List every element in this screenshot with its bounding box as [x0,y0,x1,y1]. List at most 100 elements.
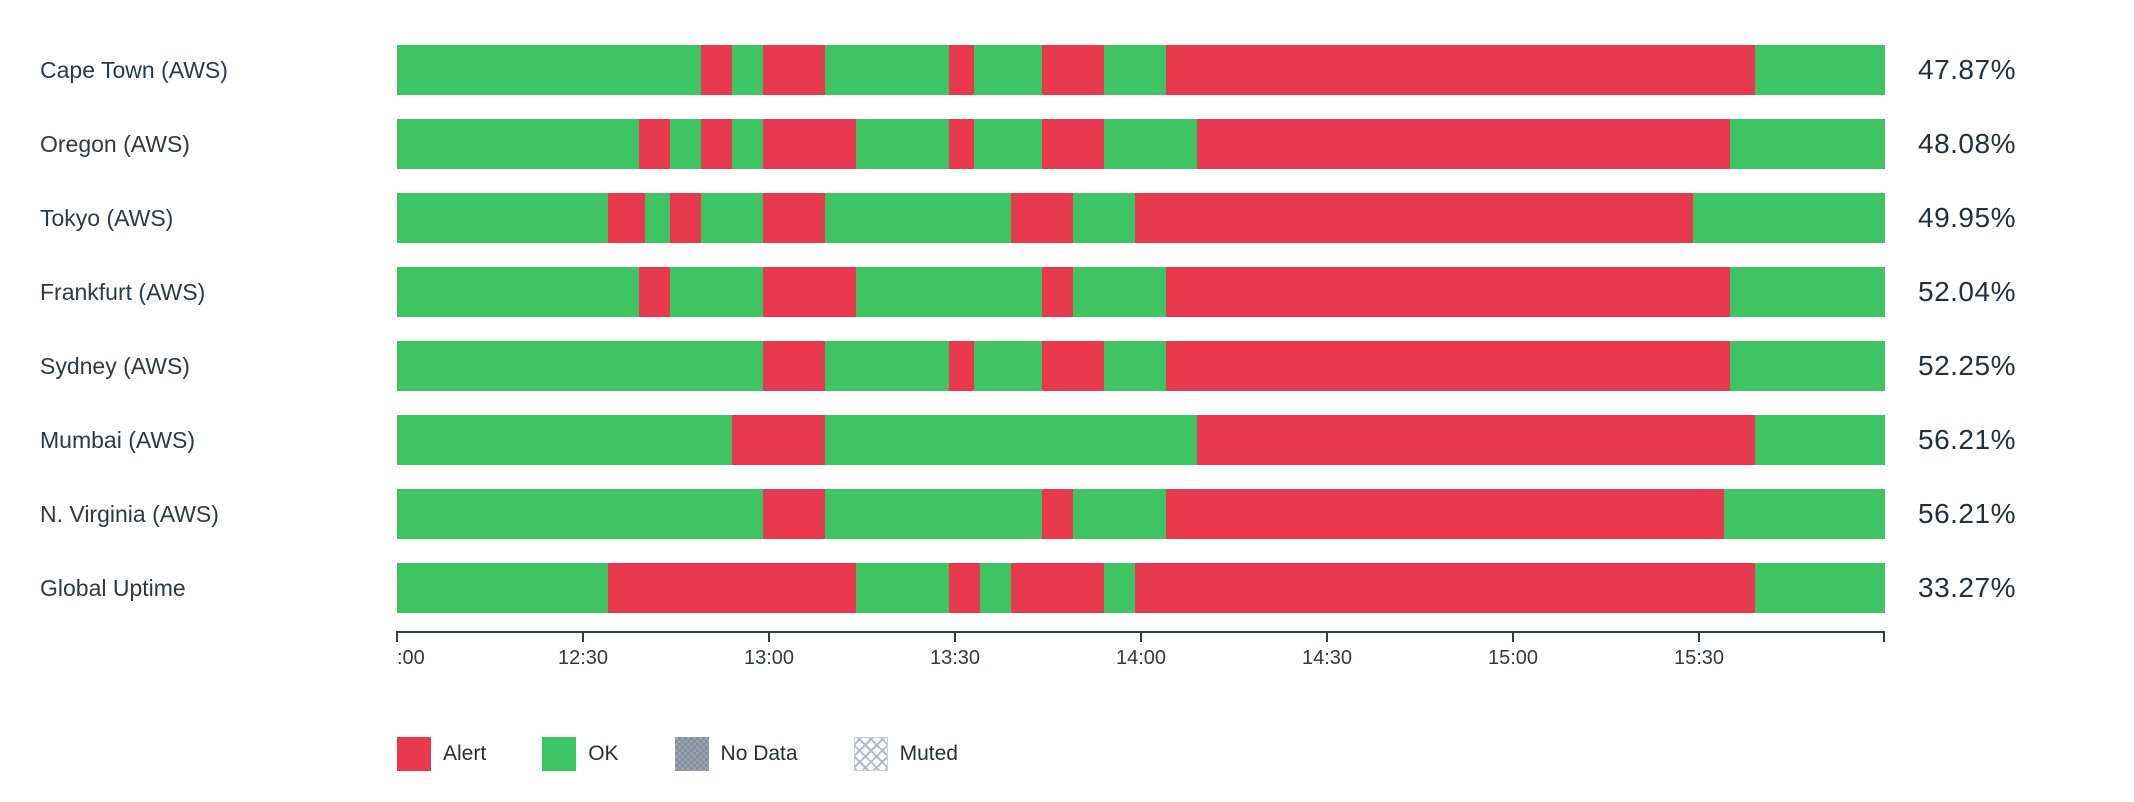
status-bar[interactable] [397,193,1885,243]
status-segment-ok[interactable] [1754,563,1885,613]
status-segment-alert[interactable] [1010,193,1073,243]
status-segment-alert[interactable] [948,563,980,613]
row-label: N. Virginia (AWS) [40,500,219,527]
status-segment-alert[interactable] [1165,267,1730,317]
status-segment-ok[interactable] [731,119,763,169]
status-segment-alert[interactable] [1196,119,1730,169]
status-segment-ok[interactable] [1692,193,1885,243]
status-segment-alert[interactable] [1010,563,1104,613]
legend-item-no_data[interactable]: No Data [674,737,798,771]
status-segment-alert[interactable] [762,341,825,391]
status-segment-ok[interactable] [1730,341,1885,391]
axis-tick-label: 15:00 [1487,647,1539,669]
status-segment-ok[interactable] [1730,267,1885,317]
uptime-percentage: 47.87% [1918,54,2016,85]
status-segment-ok[interactable] [1103,119,1197,169]
uptime-percentage: 52.04% [1918,276,2016,307]
status-segment-ok[interactable] [1103,45,1166,95]
status-bar[interactable] [397,119,1885,169]
status-segment-ok[interactable] [1730,119,1885,169]
status-segment-alert[interactable] [762,489,825,539]
status-segment-alert[interactable] [762,193,825,243]
status-segment-ok[interactable] [397,193,608,243]
status-bar[interactable] [397,45,1885,95]
legend-label: OK [588,742,619,765]
status-segment-ok[interactable] [1103,563,1135,613]
status-segment-alert[interactable] [1134,193,1693,243]
status-segment-alert[interactable] [669,193,701,243]
legend-item-alert[interactable]: Alert [397,737,486,771]
status-segment-alert[interactable] [762,45,825,95]
status-segment-ok[interactable] [1072,193,1135,243]
status-segment-ok[interactable] [824,341,949,391]
status-segment-alert[interactable] [948,45,974,95]
status-segment-alert[interactable] [1041,267,1073,317]
uptime-percentage: 56.21% [1918,424,2016,455]
axis-tick-label: 12:30 [557,647,609,669]
status-segment-alert[interactable] [1041,119,1104,169]
status-segment-ok[interactable] [824,45,949,95]
status-segment-ok[interactable] [824,193,1011,243]
status-segment-alert[interactable] [638,119,670,169]
axis-tick [1883,631,1885,642]
status-segment-ok[interactable] [397,45,701,95]
status-segment-ok[interactable] [645,193,670,243]
status-segment-ok[interactable] [397,341,763,391]
axis-tick [1140,631,1142,642]
status-segment-ok[interactable] [669,119,701,169]
status-segment-ok[interactable] [397,489,763,539]
status-bar[interactable] [397,341,1885,391]
status-segment-ok[interactable] [824,415,1197,465]
status-segment-ok[interactable] [731,45,763,95]
status-bar[interactable] [397,415,1885,465]
status-segment-ok[interactable] [855,267,1042,317]
status-segment-alert[interactable] [700,45,732,95]
status-segment-alert[interactable] [1165,489,1724,539]
status-segment-alert[interactable] [607,563,856,613]
status-bar[interactable] [397,489,1885,539]
status-segment-alert[interactable] [762,119,856,169]
axis-tick [582,631,584,642]
status-segment-ok[interactable] [397,119,639,169]
status-segment-ok[interactable] [1072,489,1166,539]
status-segment-alert[interactable] [1165,45,1755,95]
status-segment-ok[interactable] [700,193,763,243]
status-segment-alert[interactable] [1196,415,1755,465]
status-segment-alert[interactable] [1134,563,1755,613]
axis-tick [954,631,956,642]
status-segment-ok[interactable] [855,563,949,613]
status-segment-ok[interactable] [1754,45,1885,95]
status-bar[interactable] [397,563,1885,613]
status-segment-ok[interactable] [1072,267,1166,317]
status-segment-alert[interactable] [1041,341,1104,391]
status-segment-alert[interactable] [1041,489,1073,539]
legend-swatch-muted [853,737,888,771]
row-label: Frankfurt (AWS) [40,278,206,305]
status-bar[interactable] [397,267,1885,317]
status-segment-ok[interactable] [397,415,732,465]
status-segment-ok[interactable] [669,267,763,317]
status-segment-ok[interactable] [973,45,1042,95]
status-segment-ok[interactable] [397,563,608,613]
status-segment-ok[interactable] [397,267,639,317]
axis-tick-label: 14:00 [1115,647,1167,669]
status-segment-alert[interactable] [1165,341,1730,391]
status-segment-ok[interactable] [1103,341,1166,391]
status-segment-ok[interactable] [824,489,1042,539]
status-segment-ok[interactable] [973,341,1042,391]
status-segment-ok[interactable] [979,563,1011,613]
legend-item-muted[interactable]: Muted [853,737,958,771]
status-segment-alert[interactable] [731,415,825,465]
status-segment-ok[interactable] [855,119,949,169]
legend-item-ok[interactable]: OK [542,737,619,771]
status-segment-ok[interactable] [1723,489,1885,539]
status-segment-alert[interactable] [607,193,645,243]
status-segment-alert[interactable] [762,267,856,317]
status-segment-ok[interactable] [973,119,1042,169]
status-segment-alert[interactable] [948,119,974,169]
status-segment-alert[interactable] [948,341,974,391]
status-segment-alert[interactable] [638,267,670,317]
status-segment-ok[interactable] [1754,415,1885,465]
status-segment-alert[interactable] [700,119,732,169]
status-segment-alert[interactable] [1041,45,1104,95]
